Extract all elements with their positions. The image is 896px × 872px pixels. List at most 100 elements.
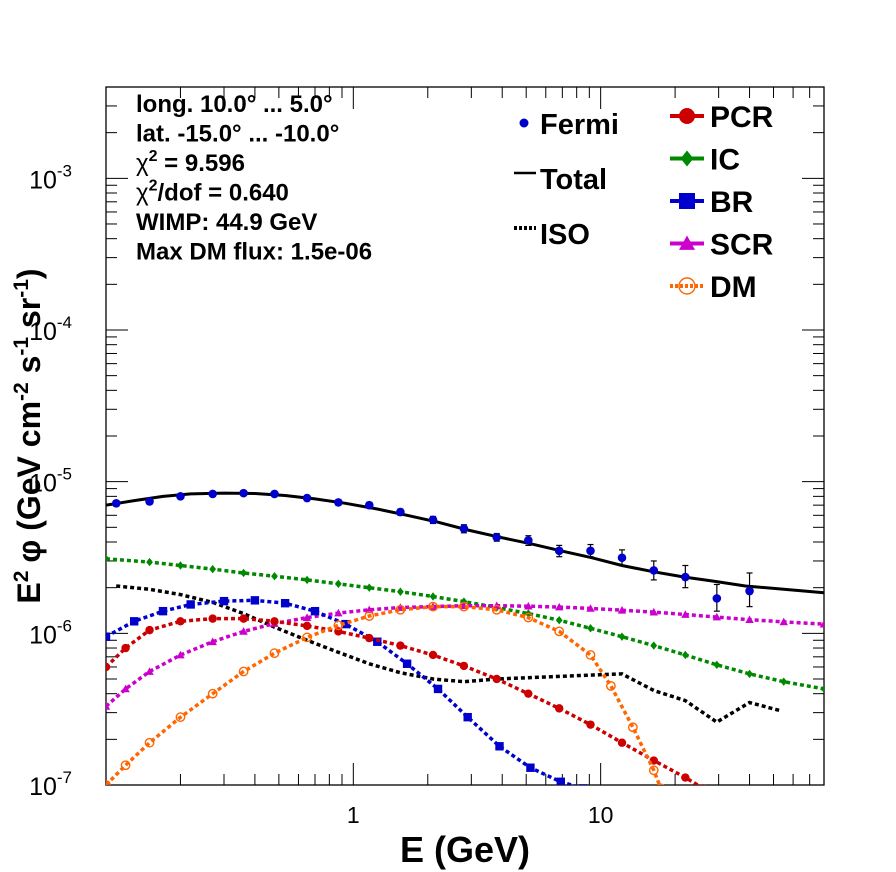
scr-marker	[586, 604, 595, 612]
dm-marker	[106, 780, 111, 785]
pcr-marker	[396, 641, 405, 650]
dm-marker	[269, 648, 280, 659]
br-marker	[556, 777, 565, 785]
fermi-point	[492, 532, 502, 542]
series-dm	[106, 601, 665, 785]
pcr-marker	[681, 773, 690, 782]
scr-marker	[302, 613, 312, 621]
scr-marker	[121, 684, 130, 693]
info-line: WIMP: 44.9 GeV	[136, 209, 317, 236]
fermi-point	[617, 553, 627, 563]
ic-marker	[618, 632, 626, 641]
scr-marker	[555, 602, 564, 611]
ic-marker	[820, 684, 824, 694]
y-tick-label: 10-6	[29, 616, 72, 649]
series-fermi	[111, 488, 754, 612]
dm-marker	[395, 604, 406, 615]
info-line: χ2/dof = 0.640	[136, 178, 289, 207]
y-tick-label: 10-3	[29, 161, 72, 194]
iso-line	[116, 584, 781, 725]
dm-marker	[238, 666, 249, 677]
ic-marker	[335, 579, 342, 589]
info-line: Max DM flux: 1.5e-06	[136, 239, 372, 266]
br-marker	[679, 193, 695, 209]
info-text: long. 10.0° ... 5.0° lat. -15.0° ... -10.…	[136, 91, 372, 266]
scr-marker	[745, 615, 754, 624]
legend-item-dm: DM	[670, 271, 757, 304]
ic-marker	[106, 554, 110, 564]
dm-marker	[302, 632, 312, 643]
scr-marker	[208, 637, 217, 646]
dm-marker	[585, 650, 596, 660]
dm-marker	[459, 601, 469, 612]
series-layer	[106, 488, 824, 785]
dm-marker	[120, 760, 131, 771]
pcr-marker	[270, 617, 279, 626]
ic-marker	[429, 592, 437, 601]
ic-marker	[177, 561, 184, 570]
pcr-marker	[365, 633, 374, 643]
ic-marker	[713, 660, 721, 670]
fermi-point	[524, 536, 533, 545]
ic-marker	[680, 150, 694, 167]
dm-marker	[627, 722, 638, 733]
fermi-point	[459, 524, 469, 533]
pcr-marker	[239, 614, 248, 623]
ic-marker	[271, 572, 278, 581]
pcr-marker	[555, 704, 564, 713]
legend-label: PCR	[710, 101, 774, 134]
series-ic	[106, 554, 824, 694]
x-tick-label: 10	[588, 802, 614, 828]
dm-marker	[207, 688, 218, 699]
dm-line	[106, 604, 662, 785]
scr-marker	[681, 610, 690, 618]
fermi-point	[745, 586, 754, 596]
br-marker	[310, 606, 320, 616]
scr-marker	[819, 619, 824, 628]
dm-marker	[648, 765, 659, 776]
dm-marker	[657, 783, 665, 785]
fermi-point	[302, 493, 312, 503]
info-line: long. 10.0° ... 5.0°	[136, 91, 333, 118]
legend-label: Total	[540, 164, 607, 196]
ic-marker	[397, 587, 404, 596]
fermi-point	[364, 500, 374, 510]
scr-marker	[649, 607, 658, 616]
dm-marker	[554, 626, 565, 637]
ic-marker	[303, 575, 311, 585]
legend-item-pcr: PCR	[670, 101, 774, 134]
fermi-point	[396, 507, 405, 517]
br-marker	[129, 617, 139, 626]
dm-marker	[333, 620, 344, 631]
legend-label: Fermi	[540, 109, 619, 141]
br-marker	[341, 619, 350, 629]
y-tick-label: 10-5	[29, 465, 72, 498]
legend-label: DM	[710, 271, 757, 304]
info-line: χ2 = 9.596	[136, 148, 245, 177]
dm-marker	[605, 681, 616, 691]
scr-marker	[712, 612, 722, 621]
pcr-marker	[428, 650, 438, 660]
br-marker	[526, 763, 535, 772]
dm-marker	[523, 612, 534, 623]
fermi-point	[428, 515, 438, 525]
pcr-marker	[121, 643, 130, 653]
ic-marker	[587, 624, 594, 633]
br-marker	[495, 742, 504, 751]
fermi-point	[586, 546, 595, 556]
legend-label: IC	[710, 144, 740, 177]
pcr-marker	[106, 662, 111, 672]
scr-line	[106, 603, 824, 708]
fermi-point	[334, 498, 343, 507]
pcr-marker	[459, 661, 469, 671]
dm-marker	[144, 737, 155, 748]
ic-marker	[650, 641, 658, 650]
series-total	[106, 491, 824, 595]
ic-marker	[146, 557, 153, 567]
fermi-point	[239, 488, 248, 498]
br-marker	[219, 596, 229, 606]
y-axis-label: E2φ (GeV cm-2 s-1 sr-1)	[10, 268, 47, 603]
br-marker	[186, 600, 195, 609]
legend-label: ISO	[540, 219, 590, 251]
